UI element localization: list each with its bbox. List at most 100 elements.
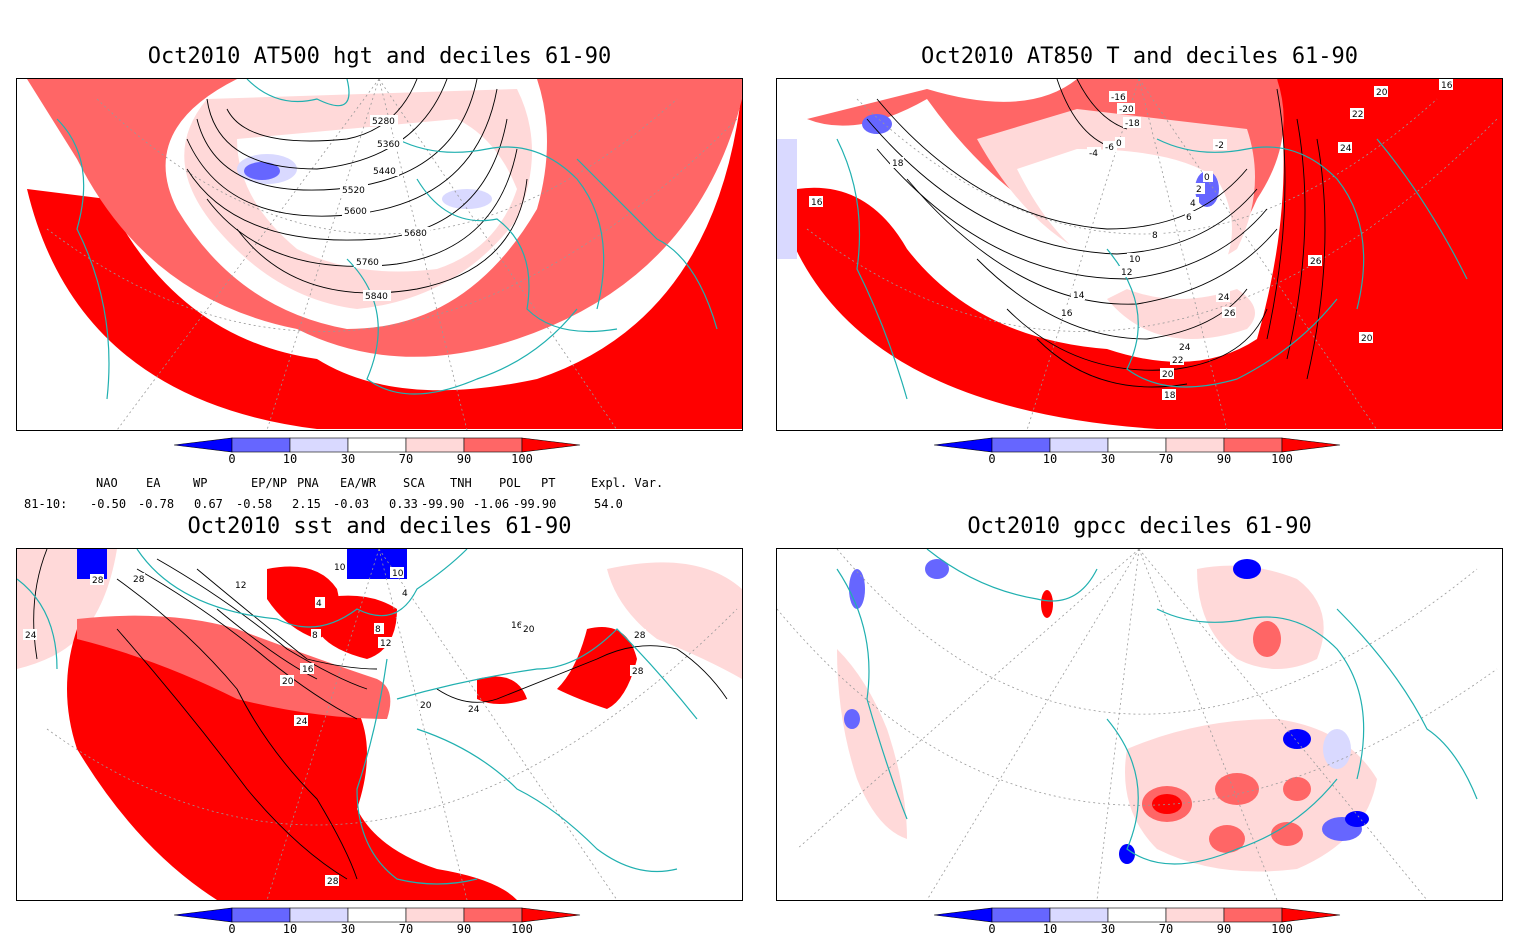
hgt-map: 5280 5360 5440 5520 5600 5680 5760 5840 bbox=[17, 79, 742, 430]
index-value: -0.03 bbox=[333, 497, 370, 511]
contour-label: -16 bbox=[1111, 93, 1126, 103]
contour-label: 8 bbox=[312, 631, 318, 641]
colorbar-tick: 10 bbox=[282, 922, 298, 936]
contour-label: 18 bbox=[1164, 391, 1176, 401]
contour-label: 14 bbox=[1073, 291, 1085, 301]
contour-label: 16 bbox=[511, 621, 523, 631]
colorbar-tick: 0 bbox=[228, 452, 236, 466]
contour-label: 4 bbox=[316, 599, 322, 609]
index-header: Expl. Var. bbox=[591, 476, 664, 490]
contour-label: 5440 bbox=[373, 167, 396, 177]
gpcc-map bbox=[777, 549, 1502, 900]
contour-label: -4 bbox=[1089, 149, 1098, 159]
index-header: EA bbox=[146, 476, 161, 490]
colorbar-tick: 30 bbox=[1100, 922, 1116, 936]
contour-label: 8 bbox=[1152, 231, 1158, 241]
colorbar-tick: 10 bbox=[282, 452, 298, 466]
contour-label: 16 bbox=[1441, 81, 1453, 91]
colorbar-tick: 90 bbox=[1216, 922, 1232, 936]
contour-label: 22 bbox=[1352, 110, 1363, 120]
contour-label: 5680 bbox=[404, 229, 427, 239]
index-header: EA/WR bbox=[340, 476, 377, 490]
contour-label: 24 bbox=[1179, 343, 1191, 353]
contour-label: 4 bbox=[1190, 199, 1196, 209]
colorbar-graphic bbox=[173, 437, 581, 453]
colorbar-graphic bbox=[933, 437, 1341, 453]
contour-label: 20 bbox=[1361, 334, 1373, 344]
panel-title-gpcc: Oct2010 gpcc deciles 61-90 bbox=[967, 514, 1312, 539]
contour-label: 20 bbox=[282, 677, 294, 687]
colorbar-gpcc: 0 10 30 70 90 100 bbox=[933, 906, 1354, 946]
contour-label: -2 bbox=[1215, 141, 1224, 151]
index-header: SCA bbox=[403, 476, 425, 490]
index-value: -99.90 bbox=[513, 497, 557, 511]
index-row-label: 81-10: bbox=[24, 497, 68, 511]
colorbar-tick: 100 bbox=[1271, 922, 1293, 936]
sst-contour-labels: 28 28 12 24 10 4 10 4 8 8 12 16 20 24 20… bbox=[23, 561, 646, 887]
contour-label: 12 bbox=[1121, 268, 1132, 278]
contour-label: 24 bbox=[1340, 144, 1352, 154]
colorbar-tick: 30 bbox=[1100, 452, 1116, 466]
index-value: -0.50 bbox=[90, 497, 127, 511]
colorbar-tick: 0 bbox=[988, 922, 996, 936]
contour-label: 5280 bbox=[372, 117, 395, 127]
index-header: NAO bbox=[96, 476, 118, 490]
colorbar-tick: 0 bbox=[228, 922, 236, 936]
index-value: 54.0 bbox=[594, 497, 623, 511]
contour-label: 12 bbox=[235, 581, 246, 591]
map-panel-gpcc bbox=[776, 548, 1503, 901]
colorbar-tick: 90 bbox=[456, 452, 472, 466]
panel-title-t850: Oct2010 AT850 T and deciles 61-90 bbox=[920, 44, 1359, 69]
contour-label: -20 bbox=[1119, 105, 1134, 115]
colorbar-tick: 0 bbox=[988, 452, 996, 466]
colorbar-sst: 0 10 30 70 90 100 bbox=[173, 906, 594, 946]
contour-label: 28 bbox=[632, 667, 644, 677]
contour-label: 8 bbox=[375, 625, 381, 635]
colorbar-hgt: 0 10 30 70 90 100 bbox=[173, 436, 594, 476]
colorbar-tick: 30 bbox=[340, 452, 356, 466]
colorbar-tick: 100 bbox=[511, 452, 533, 466]
index-header: EP/NP bbox=[251, 476, 288, 490]
contour-label: 16 bbox=[302, 665, 314, 675]
contour-label: 4 bbox=[402, 589, 408, 599]
contour-label: 10 bbox=[392, 569, 404, 579]
index-value: -0.58 bbox=[236, 497, 273, 511]
contour-label: 6 bbox=[1186, 213, 1192, 223]
index-value: 2.15 bbox=[292, 497, 321, 511]
colorbar-tick: 90 bbox=[456, 922, 472, 936]
contour-label: 26 bbox=[1310, 257, 1322, 267]
contour-label: 0 bbox=[1204, 173, 1210, 183]
map-panel-sst: 28 28 12 24 10 4 10 4 8 8 12 16 20 24 20… bbox=[16, 548, 743, 901]
contour-label: 24 bbox=[468, 705, 480, 715]
contour-label: 24 bbox=[1218, 293, 1230, 303]
index-header: POL bbox=[499, 476, 521, 490]
contour-label: 24 bbox=[25, 631, 37, 641]
t850-contour-labels: 18 16 -16 -20 -18 -4 -6 0 -2 0 2 4 6 8 1… bbox=[809, 79, 1453, 401]
contour-label: 28 bbox=[133, 575, 145, 585]
colorbar-tick: 10 bbox=[1042, 922, 1058, 936]
index-value: -0.78 bbox=[138, 497, 175, 511]
colorbar-tick: 70 bbox=[398, 452, 414, 466]
colorbar-tick: 70 bbox=[1158, 452, 1174, 466]
contour-label: 5360 bbox=[377, 140, 400, 150]
index-value: -1.06 bbox=[473, 497, 510, 511]
index-header: PNA bbox=[297, 476, 319, 490]
contour-label: 28 bbox=[327, 877, 339, 887]
contour-label: 2 bbox=[1196, 185, 1202, 195]
map-panel-hgt: 5280 5360 5440 5520 5600 5680 5760 5840 bbox=[16, 78, 743, 431]
contour-label: -18 bbox=[1125, 119, 1140, 129]
panel-title-hgt: Oct2010 AT500 hgt and deciles 61-90 bbox=[147, 44, 612, 69]
contour-label: 20 bbox=[420, 701, 432, 711]
colorbar-tick: 30 bbox=[340, 922, 356, 936]
map-panel-t850: 18 16 -16 -20 -18 -4 -6 0 -2 0 2 4 6 8 1… bbox=[776, 78, 1503, 431]
contour-label: 5840 bbox=[365, 292, 388, 302]
contour-label: 16 bbox=[1061, 309, 1073, 319]
contour-label: -6 bbox=[1105, 143, 1114, 153]
contour-label: 5520 bbox=[342, 186, 365, 196]
t850-map: 18 16 -16 -20 -18 -4 -6 0 -2 0 2 4 6 8 1… bbox=[777, 79, 1502, 430]
colorbar-tick: 10 bbox=[1042, 452, 1058, 466]
contour-label: 28 bbox=[634, 631, 646, 641]
colorbar-graphic bbox=[173, 907, 581, 923]
index-header: PT bbox=[541, 476, 556, 490]
colorbar-t850: 0 10 30 70 90 100 bbox=[933, 436, 1354, 476]
